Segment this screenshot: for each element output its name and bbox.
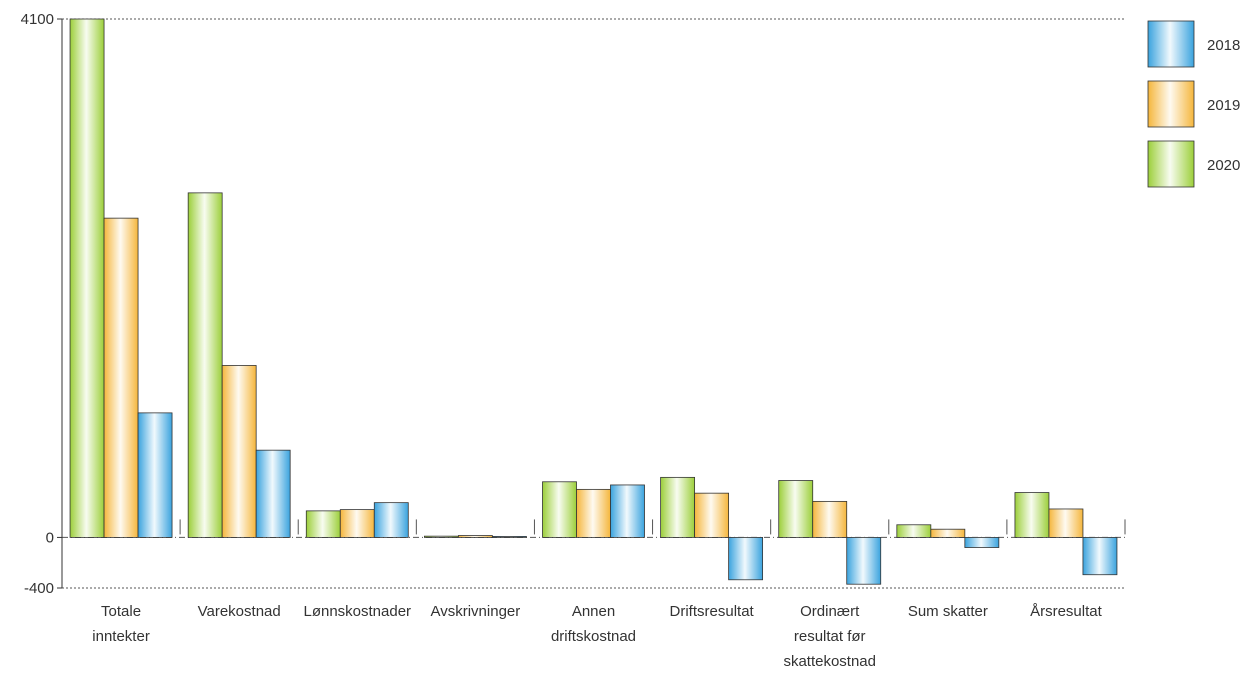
- x-tick-label: Driftsresultat: [670, 603, 755, 620]
- bar-2018: [728, 537, 764, 581]
- bar-2018: [1082, 537, 1118, 576]
- bar-2019: [1048, 508, 1084, 538]
- x-tick-label: Annen: [572, 603, 615, 620]
- bar-2020: [542, 481, 577, 538]
- bar-2019: [339, 509, 375, 538]
- bar-2018: [491, 536, 527, 538]
- x-tick-label: Årsresultat: [1030, 603, 1103, 620]
- x-tick-label: Totale: [101, 603, 141, 620]
- legend: 2018 2019 2020: [1147, 20, 1240, 188]
- legend-label-2019: 2019: [1207, 97, 1240, 114]
- bar-2019: [694, 492, 730, 538]
- x-tick-label: Avskrivninger: [431, 603, 521, 620]
- legend-swatch-2020: [1147, 140, 1195, 188]
- bar-2019: [221, 365, 257, 538]
- y-tick-label: -400: [24, 580, 54, 597]
- bar-2018: [137, 412, 173, 538]
- bar-2020: [69, 18, 105, 538]
- bar-2018: [846, 537, 882, 585]
- x-tick-label: inntekter: [92, 628, 150, 645]
- bar-2019: [103, 217, 139, 538]
- x-tick-label: Varekostnad: [198, 603, 281, 620]
- bar-2019: [457, 535, 493, 538]
- bar-2019: [576, 488, 611, 538]
- x-tick-label: Lønnskostnader: [303, 603, 411, 620]
- y-tick-label: 4100: [21, 11, 54, 28]
- bar-2020: [660, 476, 696, 538]
- bar-2018: [964, 537, 1000, 548]
- axis-layer: 4100 0 -400 Totale inntekter Varekostnad Lønns…: [21, 11, 1126, 670]
- bar-2019: [930, 528, 966, 538]
- x-tick-label: driftskostnad: [551, 628, 636, 645]
- x-tick-label: resultat før: [794, 628, 866, 645]
- bar-2020: [305, 510, 341, 538]
- y-tick-label: 0: [46, 529, 54, 546]
- bar-2018: [255, 449, 291, 538]
- bar-2020: [896, 524, 932, 538]
- bar-2019: [812, 500, 848, 538]
- x-tick-label: skattekostnad: [783, 653, 876, 670]
- bar-2020: [187, 192, 223, 538]
- bar-2020: [1014, 492, 1050, 538]
- legend-label-2020: 2020: [1207, 157, 1240, 174]
- bar-2020: [423, 535, 459, 538]
- legend-swatch-2019: [1147, 80, 1195, 128]
- legend-label-2018: 2018: [1207, 37, 1240, 54]
- bar-2018: [373, 502, 409, 538]
- bar-2020: [778, 480, 814, 538]
- bar-2018: [610, 484, 645, 538]
- bar-layer: [69, 18, 1118, 585]
- x-tick-label: Sum skatter: [908, 603, 988, 620]
- x-tick-label: Ordinært: [800, 603, 860, 620]
- legend-swatch-2018: [1147, 20, 1195, 68]
